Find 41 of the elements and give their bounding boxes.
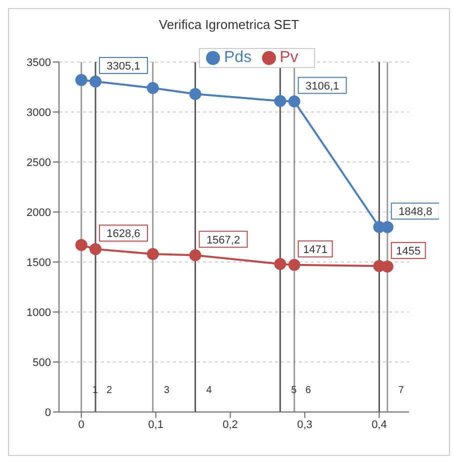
annotation: 4: [206, 385, 212, 396]
point: [288, 95, 300, 108]
data-label: 3305,1: [106, 60, 140, 72]
annotation: 7: [398, 385, 404, 396]
y-tick-label: 3000: [26, 106, 51, 119]
x-tick-label: 0,3: [297, 418, 312, 431]
x-tick-label: 0: [78, 418, 84, 431]
y-tick-label: 2000: [26, 206, 51, 219]
annotation: 5: [291, 385, 298, 396]
y-tick-label: 0: [44, 406, 51, 419]
point: [189, 88, 202, 100]
point: [274, 258, 286, 270]
data-label: 3106,1: [305, 80, 340, 92]
point: [75, 239, 88, 251]
data-label: 1567,2: [206, 234, 240, 246]
chart-title: Verifica Igrometrica SET: [158, 16, 300, 32]
point: [274, 95, 286, 107]
point: [146, 82, 159, 94]
annotation: 2: [106, 385, 112, 396]
legend-label: Pv: [280, 49, 298, 66]
point: [89, 75, 102, 88]
y-tick-label: 3500: [26, 56, 51, 69]
legend-label: Pds: [224, 49, 252, 66]
x-tick-label: 0,4: [372, 418, 387, 431]
y-tick-label: 2500: [26, 156, 51, 169]
point: [146, 248, 159, 260]
point: [75, 74, 88, 86]
data-label: 1455: [396, 246, 421, 258]
y-tick-label: 1500: [26, 256, 51, 269]
data-label: 1628,6: [106, 228, 140, 240]
x-tick-label: 0,1: [148, 418, 164, 431]
x-tick-label: 0,2: [222, 418, 238, 431]
annotation: 6: [305, 385, 312, 396]
data-label: 1848,8: [398, 206, 432, 218]
data-label: 1471: [303, 244, 328, 256]
point: [89, 243, 102, 256]
y-tick-label: 500: [32, 356, 51, 369]
point: [189, 249, 202, 262]
y-tick-label: 1000: [26, 306, 51, 319]
annotation: 3: [164, 385, 170, 396]
point: [288, 258, 300, 271]
